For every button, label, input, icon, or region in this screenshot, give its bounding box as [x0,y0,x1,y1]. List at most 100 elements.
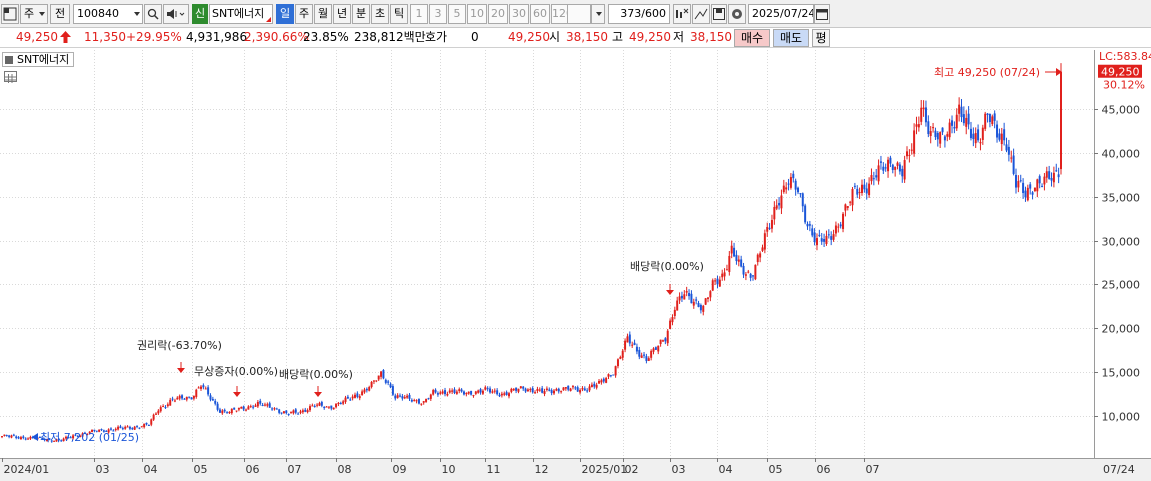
sell-button[interactable]: 매도 [773,29,809,47]
candle-body [545,388,548,390]
stock-code-value: 100840 [77,7,119,20]
candle-body [690,293,693,304]
candle-body [699,305,702,311]
mode-button[interactable]: 전 [50,4,70,24]
candle-body [48,438,51,440]
interval-tab-20[interactable]: 20 [488,4,508,24]
candle-body [616,359,619,367]
candle-body [735,254,738,262]
market-select[interactable]: 주 [20,4,48,24]
candle-body [138,427,141,429]
candle-body [924,107,927,123]
candle-body [605,377,608,383]
draw-tool-button[interactable] [692,4,710,24]
candle-body [429,394,432,399]
candle-body [12,434,15,436]
interval-tab-30[interactable]: 30 [509,4,529,24]
candle-body [612,374,615,376]
sound-toggle[interactable] [163,4,189,24]
low-annotation: 최저 7,202 (01/25) [40,431,139,444]
candle-body [62,438,65,442]
period-tab-1[interactable]: 주 [295,4,313,24]
candle-body [1012,155,1015,174]
date-input[interactable]: 2025/07/24 [748,4,814,24]
candle-body [666,330,669,344]
indicator-button[interactable] [673,4,691,24]
x-tick-label-5: 07 [288,463,302,476]
count-field[interactable]: 373/600 [608,4,670,24]
stock-code-input[interactable]: 100840 [73,4,143,24]
candle-body [657,345,660,352]
current-price-label: 49,250 [1101,66,1140,79]
candle-body [1026,187,1029,201]
period-tab-4[interactable]: 분 [352,4,370,24]
candle-body [27,438,30,440]
candle-body [5,435,8,437]
candle-body [680,295,683,299]
candle-body [1050,178,1053,181]
candle-body [846,206,849,208]
interval-dropdown[interactable] [591,4,605,24]
candle-body [91,429,94,432]
candle-body [410,399,413,402]
candle-body [131,428,134,430]
period-tab-0[interactable]: 일 [276,4,294,24]
calendar-button[interactable] [814,4,830,24]
period-tab-5[interactable]: 초 [371,4,389,24]
interval-tab-5[interactable]: 5 [448,4,466,24]
buy-button[interactable]: 매수 [734,29,770,47]
save-button[interactable] [711,4,727,24]
price-chart[interactable]: 10,000 15,000 20,000 25,000 30,000 35,000 40,0… [0,50,1151,481]
candle-body [991,116,994,125]
candle-body [268,403,271,408]
candle-body [789,177,792,188]
interval-custom-input[interactable] [567,4,591,24]
rights-event-label: 권리락(-63.70%) [137,339,222,352]
x-tick-label-3: 05 [194,463,208,476]
candle-body [145,422,148,425]
candle-body [505,392,508,395]
stock-name[interactable]: SNT에너지 [209,4,273,24]
candle-body [583,388,586,391]
eval-button[interactable]: 평 [812,29,830,47]
x-tick-label-9: 11 [487,463,501,476]
period-tab-3[interactable]: 년 [333,4,351,24]
candle-body [320,401,323,406]
candle-body [3,434,6,436]
candle-body [417,399,420,404]
interval-tab-60[interactable]: 60 [530,4,550,24]
interval-tab-1[interactable]: 1 [410,4,428,24]
current-pct-label: 30.12% [1103,79,1145,92]
settings-button[interactable] [728,4,746,24]
candle-body [756,254,759,263]
candle-body [460,389,463,392]
interval-tab-3[interactable]: 3 [429,4,447,24]
candle-body [853,185,856,187]
candle-body [79,435,82,437]
interval-tab-10[interactable]: 10 [467,4,487,24]
candle-body [370,381,373,387]
candle-body [763,233,766,250]
candle-body [806,223,809,227]
candle-body [553,390,556,394]
period-tab-2[interactable]: 월 [314,4,332,24]
candle-body [498,394,501,397]
y-tick-label-5: 35,000 [1102,192,1141,205]
bonus-event-label: 무상증자(0.00%) [194,365,278,378]
candle-body [41,437,44,440]
table-toggle-icon[interactable] [4,71,17,83]
candle-body [1057,174,1060,178]
candle-body [742,265,745,275]
candle-body [465,393,468,395]
candle-body [451,390,454,392]
candle-body [188,396,191,398]
candle-body [285,410,288,414]
layout-icon[interactable] [1,4,19,24]
open-value: 38,150 [566,30,608,44]
search-button[interactable] [144,4,162,24]
candle-body [1060,71,1062,170]
low-arrow-icon [32,433,38,441]
candle-body [86,433,89,435]
period-tab-6[interactable]: 틱 [390,4,408,24]
chart-title-box: SNT에너지 [2,52,75,67]
